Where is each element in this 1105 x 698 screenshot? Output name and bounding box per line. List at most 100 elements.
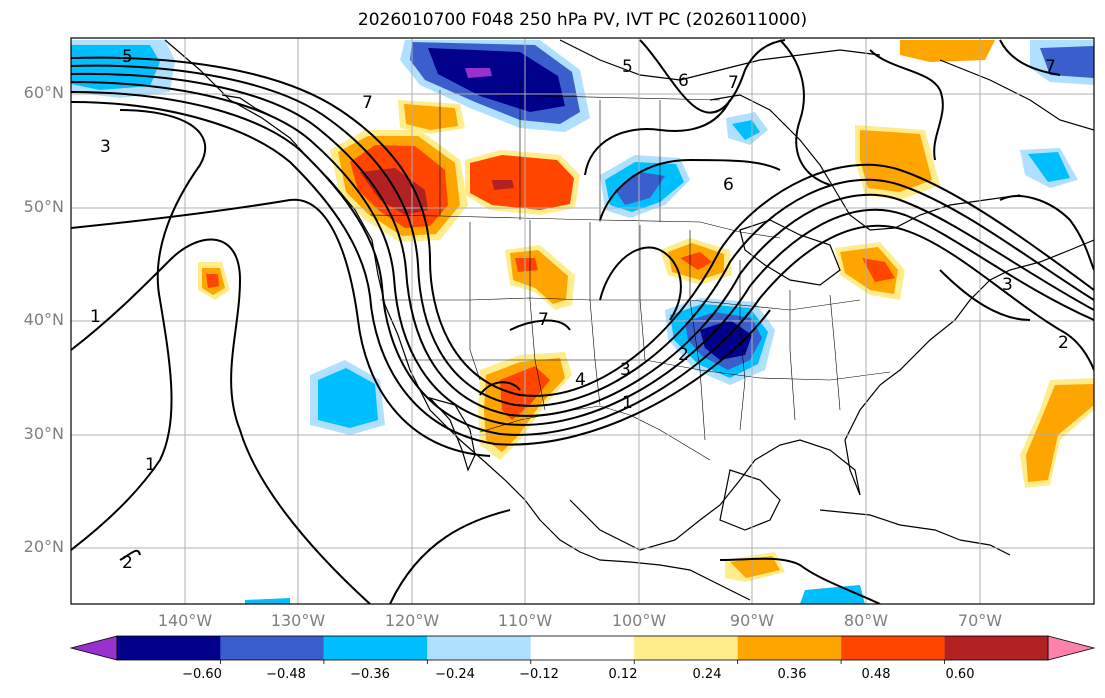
arctic-coast-outline bbox=[559, 39, 881, 81]
map-frame bbox=[70, 37, 1095, 605]
hispaniola-outline bbox=[959, 539, 1011, 556]
contour-line bbox=[71, 198, 491, 457]
contour-label: 2 bbox=[1058, 333, 1069, 353]
contour-label: 7 bbox=[1045, 57, 1056, 77]
negative-anomaly-region bbox=[732, 120, 760, 140]
contour-label: 6 bbox=[723, 175, 734, 195]
lon-label-110w: 110°W bbox=[497, 611, 553, 630]
contour-label: 2 bbox=[678, 345, 689, 365]
contour-line bbox=[71, 81, 1094, 426]
state-border bbox=[829, 294, 841, 411]
state-border bbox=[469, 222, 481, 381]
lon-label-90w: 90°W bbox=[729, 611, 775, 630]
contour-label: 5 bbox=[622, 57, 633, 77]
colorbar-cell bbox=[117, 636, 221, 660]
map-title: 2026010700 F048 250 hPa PV, IVT PC (2026… bbox=[357, 10, 808, 30]
positive-anomaly-region bbox=[860, 130, 932, 192]
contour-label: 7 bbox=[728, 73, 739, 93]
positive-anomaly-region bbox=[1026, 384, 1094, 482]
colorbar bbox=[69, 635, 1096, 664]
positive-anomaly-region bbox=[206, 274, 219, 288]
positive-anomaly-region bbox=[470, 155, 574, 210]
lat-label-30n: 30°N bbox=[23, 424, 64, 443]
lat-label-40n: 40°N bbox=[23, 310, 64, 329]
contour-label: 5 bbox=[122, 47, 133, 67]
shaded-anomalies bbox=[71, 40, 1094, 604]
hudson-bay-outline bbox=[709, 94, 1021, 231]
coastlines bbox=[164, 39, 1094, 601]
contour-labels: 5 3 1 2 1 7 5 6 7 6 4 3 2 1 7 3 2 7 bbox=[90, 47, 1069, 573]
contour-line bbox=[509, 319, 571, 331]
colorbar-cell bbox=[323, 636, 428, 660]
contour-line bbox=[584, 99, 731, 176]
negative-anomaly-region bbox=[1040, 46, 1094, 78]
colorbar-tick-label: 0.24 bbox=[692, 667, 722, 682]
colorbar-cell bbox=[737, 636, 842, 660]
colorbar-outline bbox=[116, 635, 1049, 661]
contour-line bbox=[1059, 329, 1094, 371]
negative-anomaly-region bbox=[465, 68, 492, 78]
cuba-outline bbox=[819, 509, 961, 541]
contour-line bbox=[71, 72, 1094, 417]
negative-anomaly-region bbox=[318, 368, 378, 428]
contour-line bbox=[599, 246, 682, 321]
contour-label: 6 bbox=[678, 71, 689, 91]
contour-line bbox=[999, 195, 1094, 271]
contour-line bbox=[599, 158, 781, 221]
state-border bbox=[529, 220, 546, 411]
contour-label: 1 bbox=[622, 393, 633, 413]
colorbar-cell bbox=[634, 636, 738, 660]
negative-anomaly-region bbox=[1028, 152, 1070, 182]
contour-label: 1 bbox=[145, 455, 156, 475]
lon-label-140w: 140°W bbox=[157, 611, 213, 630]
positive-anomaly-region bbox=[360, 168, 428, 215]
contour-line bbox=[999, 39, 1061, 76]
province-border bbox=[499, 94, 721, 101]
colorbar-tick-label: 0.12 bbox=[608, 667, 638, 682]
colorbar-cell bbox=[530, 636, 635, 660]
yucatan-outline bbox=[719, 469, 781, 531]
colorbar-cell bbox=[427, 636, 531, 660]
negative-anomaly-region bbox=[71, 45, 160, 90]
state-border bbox=[400, 359, 891, 381]
colorbar-tick-label: 0.36 bbox=[777, 667, 807, 682]
lat-label-50n: 50°N bbox=[23, 197, 64, 216]
colorbar-tick-label: −0.36 bbox=[350, 667, 390, 682]
state-border bbox=[380, 297, 861, 311]
negative-anomaly-region bbox=[245, 598, 290, 604]
contour-line bbox=[71, 109, 207, 551]
us-canada-border-east bbox=[699, 221, 781, 239]
state-border bbox=[589, 222, 601, 406]
lon-label-120w: 120°W bbox=[384, 611, 440, 630]
contour-line bbox=[869, 49, 944, 161]
positive-anomaly-region bbox=[900, 40, 995, 62]
contour-line bbox=[639, 39, 786, 114]
lon-label-100w: 100°W bbox=[611, 611, 667, 630]
us-mexico-border bbox=[479, 405, 711, 461]
colorbar-tick-label: −0.12 bbox=[519, 667, 559, 682]
colorbar-tick-label: −0.60 bbox=[182, 667, 222, 682]
negative-anomaly-region bbox=[428, 48, 565, 112]
positive-anomaly-region bbox=[404, 104, 458, 130]
labrador-outline bbox=[939, 59, 1094, 131]
positive-anomaly-region bbox=[730, 556, 780, 578]
contour-label: 3 bbox=[1002, 275, 1013, 295]
ivt-contours bbox=[71, 39, 1094, 604]
contour-line bbox=[71, 91, 1061, 436]
colorbar-cell bbox=[944, 636, 1048, 660]
colorbar-extend-min bbox=[69, 635, 118, 661]
colorbar-cell bbox=[841, 636, 945, 660]
positive-anomaly-region bbox=[862, 258, 895, 282]
baja-outline bbox=[428, 396, 476, 472]
colorbar-tick-label: 0.48 bbox=[861, 667, 891, 682]
lon-label-80w: 80°W bbox=[843, 611, 889, 630]
colorbar-tick-label: 0.60 bbox=[945, 667, 975, 682]
contour-line bbox=[71, 56, 1094, 397]
contour-line bbox=[389, 509, 511, 604]
contour-label: 4 bbox=[575, 370, 586, 390]
lat-label-20n: 20°N bbox=[23, 537, 64, 556]
contour-label: 2 bbox=[122, 553, 133, 573]
contour-line bbox=[939, 269, 1031, 321]
contour-line bbox=[71, 238, 371, 604]
